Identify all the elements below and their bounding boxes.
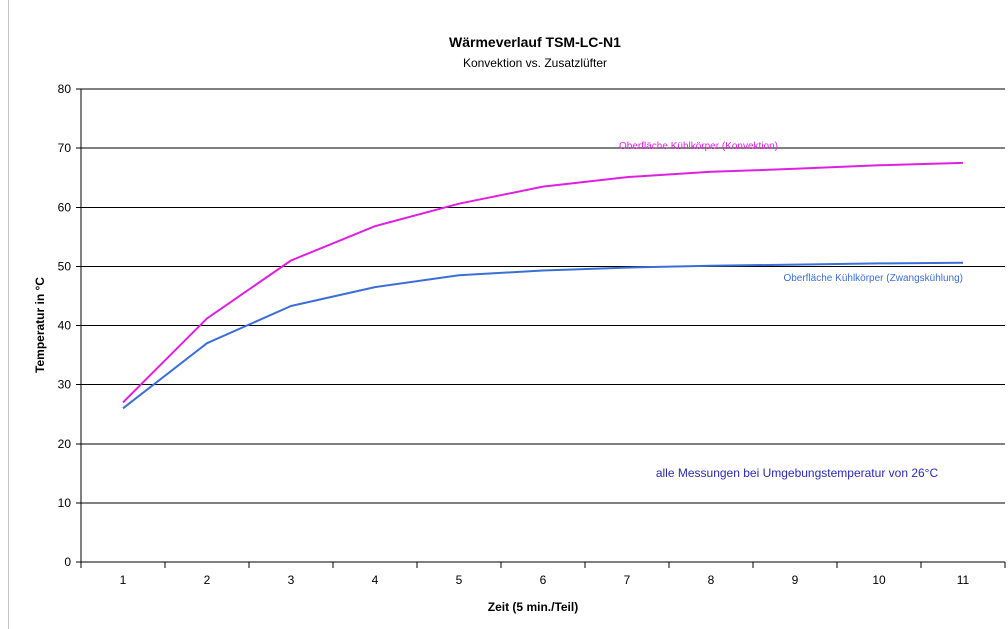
x-tick-label: 1 <box>120 573 127 587</box>
series-labels: Oberfläche Kühlkörper (Konvektion) Oberfl… <box>619 141 963 284</box>
y-axis-label: Temperatur in °C <box>33 277 47 373</box>
y-tick-label: 40 <box>58 319 72 333</box>
x-axis-label: Zeit (5 min./Teil) <box>488 600 578 614</box>
series-label-1: Oberfläche Kühlkörper (Konvektion) <box>619 141 778 152</box>
y-tick-label: 20 <box>58 437 72 451</box>
y-tick-label: 80 <box>58 82 72 96</box>
left-border-line <box>8 0 9 629</box>
chart-subtitle: Konvektion vs. Zusatzlüfter <box>463 56 607 70</box>
x-tick-label: 3 <box>288 573 295 587</box>
x-tick-label: 9 <box>792 573 799 587</box>
x-tick-label: 4 <box>372 573 379 587</box>
chart-title: Wärmeverlauf TSM-LC-N1 <box>449 34 621 50</box>
x-tick-label: 10 <box>872 573 886 587</box>
grid-lines <box>81 88 1005 504</box>
y-tick-label: 10 <box>58 496 72 510</box>
series-label-2: Oberfläche Kühlkörper (Zwangskühlung) <box>783 273 963 284</box>
x-tick-label: 8 <box>708 573 715 587</box>
y-tick-label: 60 <box>58 200 72 214</box>
x-tick-label: 5 <box>456 573 463 587</box>
y-tick-label: 50 <box>58 259 72 273</box>
series-line-2 <box>122 261 964 410</box>
axes: 0 10 20 30 40 50 60 70 80 1 2 3 4 5 6 7 8 9 10 11 <box>58 82 1006 587</box>
series-lines <box>122 161 964 410</box>
y-tick-label: 30 <box>58 378 72 392</box>
x-tick-label: 2 <box>204 573 211 587</box>
series-line-1 <box>122 161 964 404</box>
x-tick-label: 7 <box>624 573 631 587</box>
y-tick-label: 0 <box>64 555 71 569</box>
y-tick-label: 70 <box>58 141 72 155</box>
x-tick-label: 6 <box>540 573 547 587</box>
x-tick-label: 11 <box>957 573 970 587</box>
measurement-note: alle Messungen bei Umgebungstemperatur v… <box>656 466 939 480</box>
